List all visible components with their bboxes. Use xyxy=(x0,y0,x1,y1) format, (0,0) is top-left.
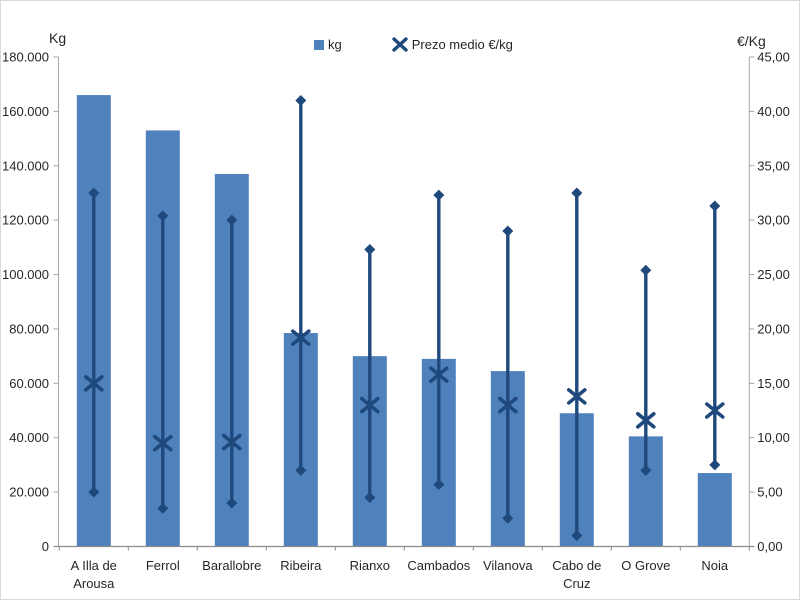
left-axis-tick-label: 180.000 xyxy=(2,50,49,65)
right-axis-tick-label: 30,00 xyxy=(757,213,790,228)
price-min-diamond xyxy=(226,497,238,509)
category-label: Vilanova xyxy=(483,558,533,573)
price-avg-x-marker xyxy=(359,396,380,414)
price-max-diamond xyxy=(88,187,100,199)
price-min-diamond xyxy=(364,492,376,504)
legend-item-prezo: Prezo medio €/kg xyxy=(392,37,513,52)
left-axis-title: Kg xyxy=(49,30,67,46)
price-min-diamond xyxy=(157,502,169,514)
price-max-diamond xyxy=(295,95,307,107)
right-axis-tick-label: 0,00 xyxy=(757,539,782,554)
bar xyxy=(697,473,732,547)
right-axis-tick-label: 5,00 xyxy=(757,485,782,500)
category-label: O Grove xyxy=(621,558,670,573)
left-axis-tick-label: 140.000 xyxy=(2,158,49,173)
price-max-diamond xyxy=(364,244,376,256)
category-label: Barallobre xyxy=(202,558,261,573)
left-axis-tick-label: 160.000 xyxy=(2,104,49,119)
left-axis-tick-label: 20.000 xyxy=(9,485,49,500)
category-label: Ribeira xyxy=(280,558,322,573)
price-min-diamond xyxy=(640,464,652,476)
price-min-diamond xyxy=(88,486,100,498)
right-axis-tick-label: 15,00 xyxy=(757,376,790,391)
left-axis-tick-label: 60.000 xyxy=(9,376,49,391)
category-label: Rianxo xyxy=(350,558,390,573)
price-avg-x-marker xyxy=(222,433,242,451)
price-max-diamond xyxy=(502,225,514,237)
category-label: Cabo de Cruz xyxy=(552,558,601,591)
left-axis-tick-label: 100.000 xyxy=(2,267,49,282)
price-min-diamond xyxy=(502,512,514,524)
price-min-diamond xyxy=(709,459,721,471)
right-axis-tick-label: 45,00 xyxy=(757,50,790,65)
price-max-diamond xyxy=(226,214,238,226)
legend-label-kg: kg xyxy=(328,37,342,52)
legend-item-kg: kg xyxy=(314,37,342,52)
right-axis-tick-label: 25,00 xyxy=(757,267,790,282)
price-avg-x-marker xyxy=(566,388,587,405)
price-max-diamond xyxy=(157,210,169,222)
right-axis-tick-label: 40,00 xyxy=(757,104,790,119)
bar-series-swatch-icon xyxy=(314,39,324,50)
right-axis-tick-label: 35,00 xyxy=(757,158,790,173)
price-avg-x-marker xyxy=(84,375,104,392)
left-axis-tick-label: 40.000 xyxy=(9,430,49,445)
price-max-diamond xyxy=(640,264,652,276)
price-min-diamond xyxy=(433,478,445,490)
right-axis-tick-label: 10,00 xyxy=(757,430,790,445)
price-avg-x-marker xyxy=(153,434,173,452)
price-max-diamond xyxy=(571,187,583,199)
chart-legend: kg Prezo medio €/kg xyxy=(314,37,513,52)
category-label: Noia xyxy=(701,558,729,573)
right-axis-title: €/Kg xyxy=(737,33,766,49)
left-axis-tick-label: 80.000 xyxy=(9,321,49,336)
price-avg-x-marker xyxy=(635,412,656,429)
legend-label-prezo: Prezo medio €/kg xyxy=(411,37,513,52)
price-avg-x-marker xyxy=(290,329,311,346)
category-label: A Illa de Arousa xyxy=(71,558,117,591)
price-min-diamond xyxy=(571,530,583,542)
price-max-diamond xyxy=(709,200,721,212)
left-axis-tick-label: 0 xyxy=(42,539,49,554)
category-label: Ferrol xyxy=(146,558,180,573)
left-axis-tick-label: 120.000 xyxy=(2,213,49,228)
price-avg-x-marker xyxy=(704,402,725,419)
price-min-diamond xyxy=(295,464,307,476)
category-label: Cambados xyxy=(407,558,470,573)
price-avg-x-marker xyxy=(428,366,449,383)
price-max-diamond xyxy=(433,189,445,201)
x-marker-icon xyxy=(392,37,408,52)
price-avg-x-marker xyxy=(497,396,518,414)
right-axis-tick-label: 20,00 xyxy=(757,321,790,336)
